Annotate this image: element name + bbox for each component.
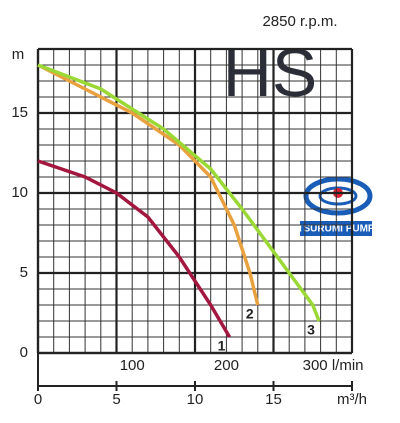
curve (37, 63, 321, 322)
curve (37, 159, 232, 338)
y-tick-label: 0 (20, 344, 28, 361)
x-tick-label: 0 (34, 391, 42, 408)
curve-label: 3 (307, 322, 315, 338)
curve-label: 1 (218, 338, 226, 354)
curve (37, 63, 260, 306)
x2-tick-label: 300 l/min (303, 357, 364, 374)
speed-label: 2850 r.p.m. (262, 13, 337, 30)
x2-tick-label: 200 (214, 357, 239, 374)
curve-label: 2 (246, 306, 254, 322)
x-tick-label: m³/h (337, 391, 367, 408)
x-tick-label: 5 (112, 391, 120, 408)
y-tick-label: 5 (20, 264, 28, 281)
x-tick-label: 10 (187, 391, 204, 408)
model-label: HS (223, 35, 317, 111)
logo-ring (303, 176, 373, 216)
y-tick-label: 10 (11, 184, 28, 201)
y-axis-label: m (12, 46, 25, 63)
y-tick-label: 15 (11, 104, 28, 121)
x-tick-label: 15 (265, 391, 282, 408)
x2-tick-label: 100 (120, 357, 145, 374)
